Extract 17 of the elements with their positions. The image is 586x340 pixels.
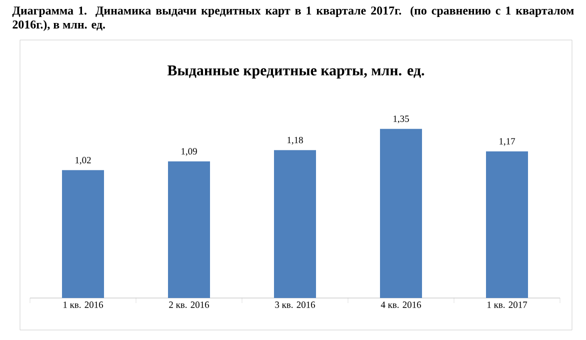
data-label: 1,18	[288, 136, 303, 145]
bar	[62, 170, 104, 298]
x-tick-label: 1 кв. 2016	[64, 302, 104, 308]
x-tick-label: 3 кв. 2016	[275, 302, 316, 308]
bar	[168, 161, 210, 298]
data-label: 1,35	[394, 116, 409, 124]
x-tick-label: 4 кв. 2016	[380, 302, 422, 308]
text: Диаграмма 1. Динамика выдачи кредитных карт в 1 квартале 2017г. (по сравнению с 1 кварталом 2016г.), в млн. ед.	[12, 6, 574, 31]
x-tick-label: 1 кв. 2017	[488, 302, 528, 308]
data-label: 1,02	[76, 156, 91, 165]
chart-title: Выданные кредитные карты, млн. ед.	[168, 66, 424, 78]
x-tick-label: 2 кв. 2016	[169, 302, 210, 308]
bar	[274, 150, 316, 298]
data-label: 1,09	[182, 148, 197, 156]
bar	[380, 128, 422, 298]
bar	[486, 151, 528, 298]
data-label: 1,17	[500, 138, 516, 146]
